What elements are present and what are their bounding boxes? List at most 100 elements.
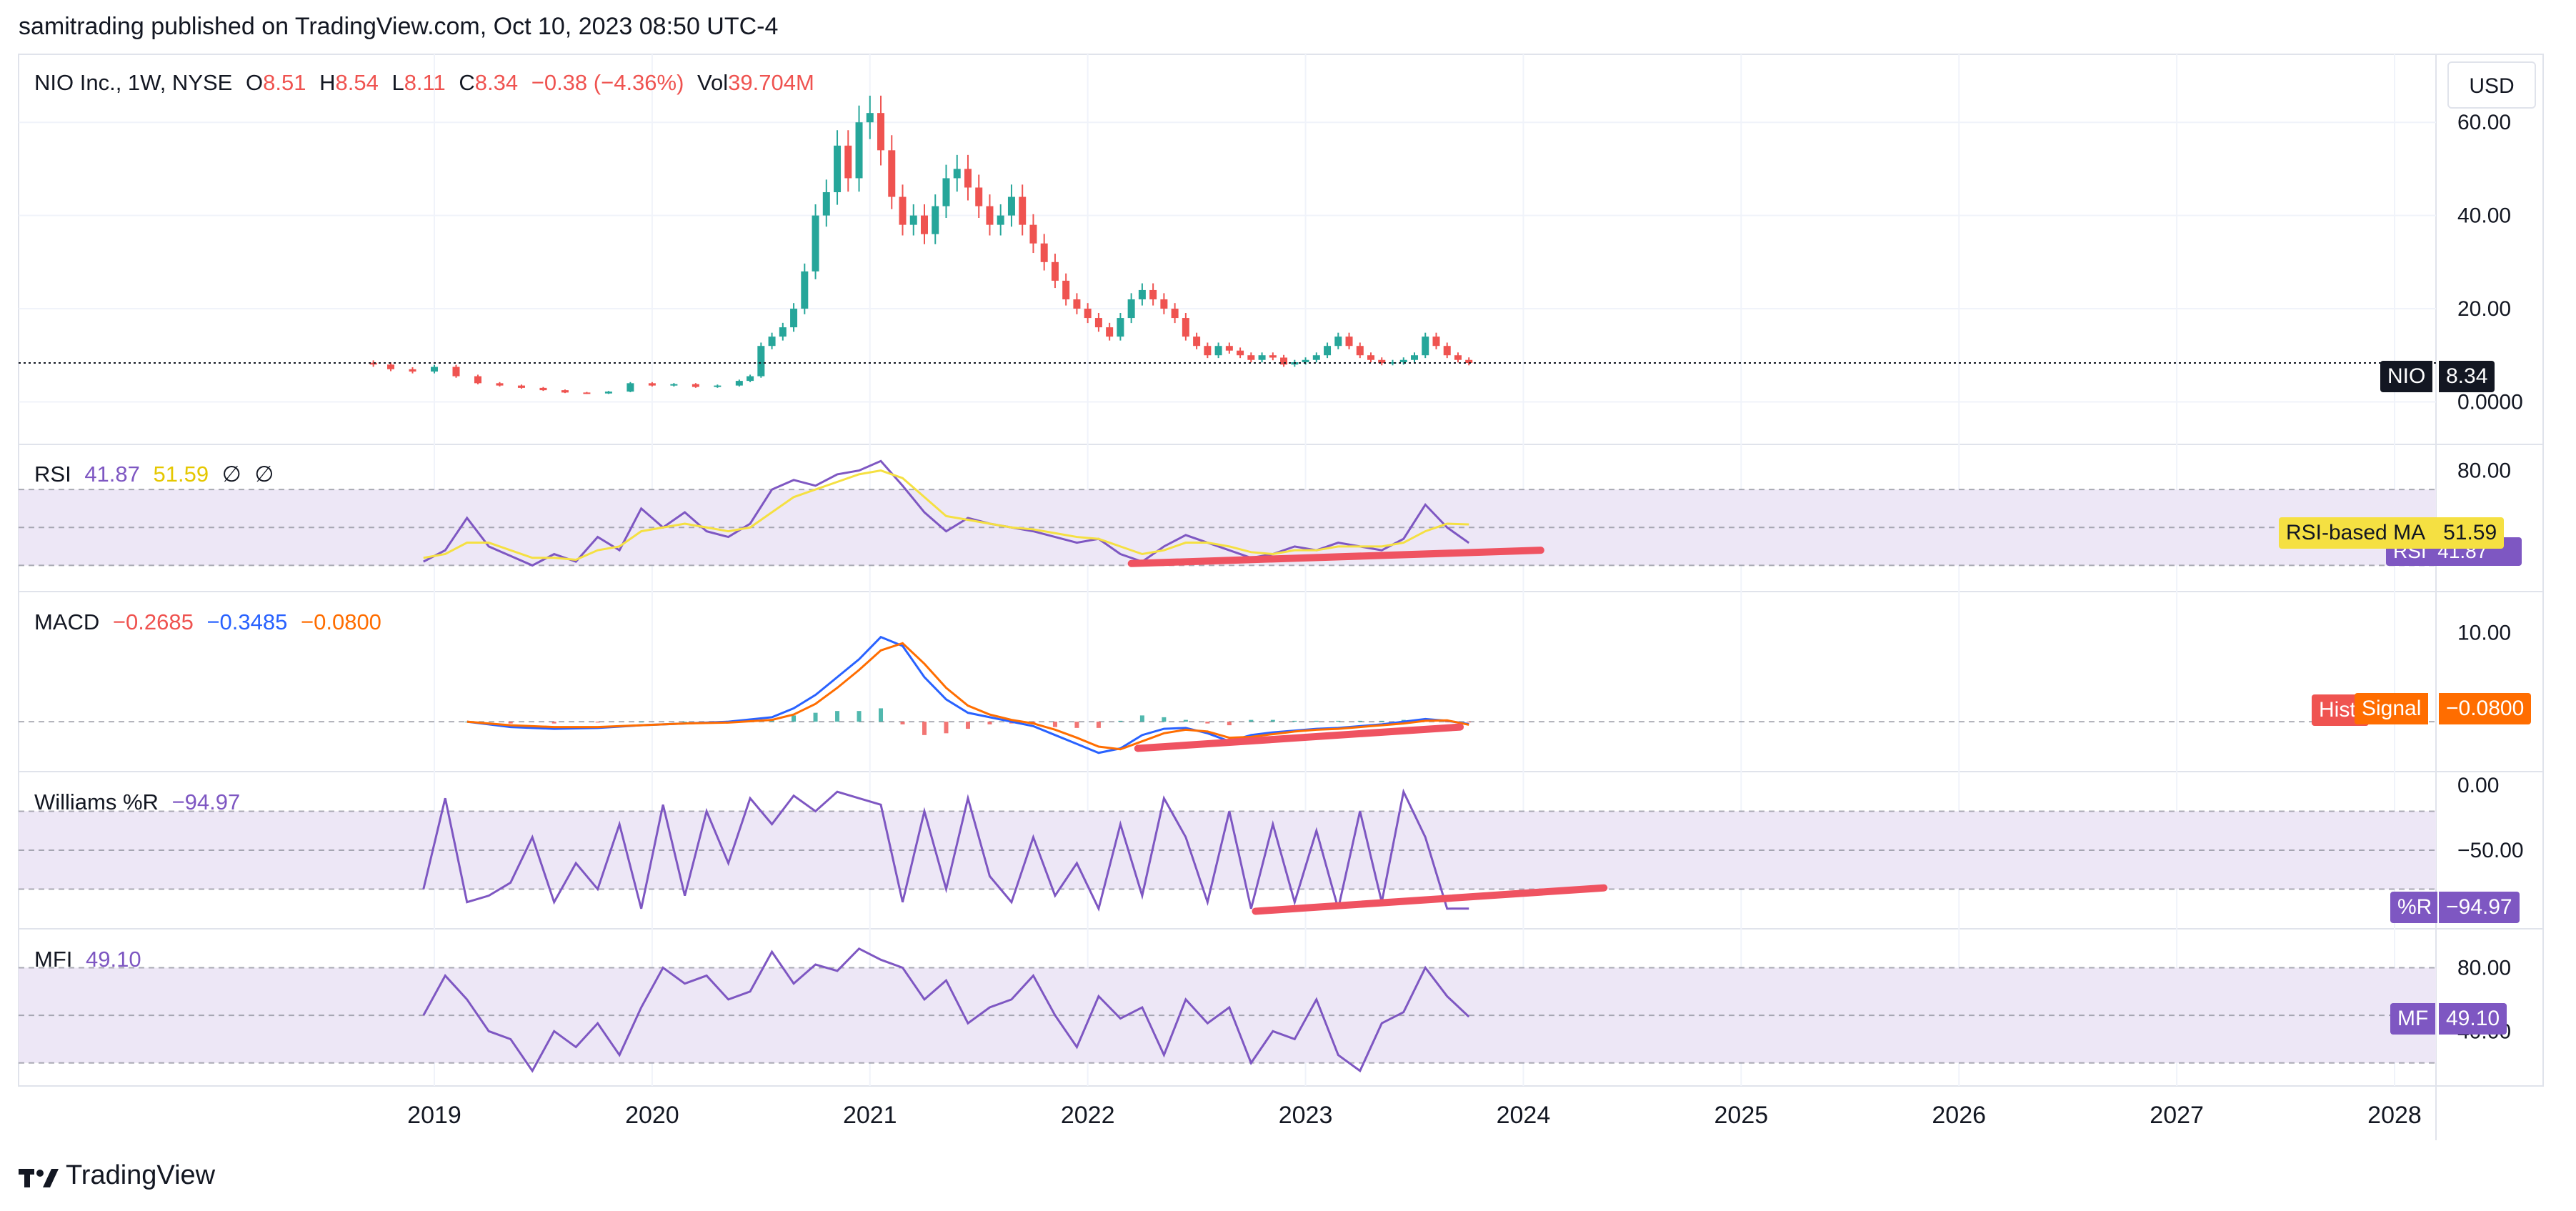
williams-value-tag: −94.97 (2437, 892, 2520, 923)
candle-body (1149, 289, 1157, 299)
price-change: −0.38 (−4.36%) (531, 70, 684, 95)
footer-brand[interactable]: TradingView (19, 1160, 215, 1191)
ohlc-open: O8.51 (245, 70, 306, 95)
indicator-bands (19, 489, 2436, 1064)
candle-body (1040, 243, 1048, 262)
candle-body (1204, 346, 1212, 356)
time-axis-tick: 2023 (1279, 1102, 1333, 1129)
candle-body (561, 390, 569, 393)
candle-body (801, 271, 809, 309)
ohlc-low: L8.11 (391, 70, 446, 95)
macd-histogram-bar (879, 708, 884, 722)
candle-body (1422, 337, 1429, 356)
candle-body (1454, 355, 1462, 360)
candle-body (1389, 362, 1397, 364)
mfi-label-tag: MF (2390, 1003, 2436, 1035)
macd-axis-tick: 10.00 (2457, 621, 2511, 644)
candle-body (1117, 318, 1124, 337)
macd-histogram-bar (922, 722, 927, 735)
rsi-rsi-line (423, 459, 1470, 567)
candle-body (735, 381, 743, 386)
candle-body (1367, 355, 1375, 360)
macd-histogram-bar (1227, 722, 1232, 726)
candle-body (1007, 196, 1015, 216)
macd-histogram-bar (944, 722, 949, 734)
macd-histogram-bar (835, 711, 840, 722)
candle-body (1345, 337, 1353, 347)
candle-body (1138, 289, 1146, 299)
time-axis-tick: 2028 (2367, 1102, 2422, 1129)
candle-body (387, 364, 395, 369)
macd-histogram-bar (1118, 720, 1123, 722)
candle-body (855, 122, 863, 179)
candle-body (1356, 346, 1364, 356)
tradingview-logo-icon (19, 1165, 59, 1187)
macd-signal-label-tag: Signal (2355, 693, 2429, 724)
candle-body (1237, 350, 1244, 356)
candle-body (768, 337, 776, 347)
candle-body (1019, 196, 1027, 225)
candle-body (1225, 346, 1233, 351)
rsi-axis-tick: 80.00 (2457, 459, 2511, 483)
candle-body (1182, 318, 1189, 337)
candle-body (866, 113, 874, 123)
candle-body (626, 383, 634, 392)
candle-body (1432, 337, 1440, 347)
candle-body (1247, 355, 1255, 360)
time-axis-tick: 2021 (843, 1102, 897, 1129)
macd-legend: MACD −0.2685 −0.3485 −0.0800 (34, 609, 381, 634)
candle-body (1094, 318, 1102, 328)
candle-body (899, 196, 907, 225)
time-axis-tick: 2025 (1714, 1102, 1769, 1129)
currency-button[interactable]: USD (2447, 61, 2536, 109)
macd-histogram-bar (1379, 720, 1384, 722)
candle-body (779, 327, 787, 337)
macd-histogram-bar (1052, 722, 1057, 727)
mfi-mf-line (422, 947, 1470, 1073)
candle-body (964, 169, 972, 188)
candle-body (997, 215, 1004, 225)
symbol-legend: NIO Inc., 1W, NYSE O8.51 H8.54 L8.11 C8.… (34, 70, 822, 96)
rsi-ma-tag: RSI-based MA 51.59 (2279, 517, 2505, 549)
macd-histogram-bar (1270, 719, 1275, 722)
price-value-tag: 8.34 (2437, 361, 2495, 392)
time-axis-tick: 2020 (625, 1102, 679, 1129)
volume: Vol39.704M (697, 70, 814, 95)
time-axis-tick: 2022 (1061, 1102, 1115, 1129)
williams-r-r-line (422, 788, 1469, 912)
macd-histogram-bar (1162, 717, 1167, 722)
macd-histogram-bar (987, 722, 992, 724)
williams-axis-tick: −50.00 (2457, 839, 2524, 862)
candle-body (409, 369, 416, 372)
macd-histogram-bar (1292, 720, 1297, 722)
price-axis-tick: 60.00 (2457, 111, 2511, 134)
candle-body (1171, 309, 1179, 319)
grid-layer (18, 54, 2544, 1140)
chart-frame (18, 54, 2544, 1087)
candle-body (953, 169, 961, 179)
price-symbol-tag: NIO (2380, 361, 2433, 392)
candle-body (942, 178, 950, 206)
price-axis-tick: 40.00 (2457, 204, 2511, 228)
candle-body (583, 392, 591, 394)
macd-histogram-bar (792, 715, 797, 722)
candle-body (921, 215, 928, 234)
candle-body (1280, 357, 1288, 365)
macd-histogram-bar (1139, 715, 1144, 722)
macd-histogram-bar (1357, 720, 1362, 722)
candle-body (1106, 327, 1114, 337)
candle-body (1258, 355, 1266, 360)
price-axis-tick: 0.0000 (2457, 390, 2523, 414)
candle-body (604, 392, 612, 394)
candle-body (369, 362, 377, 365)
candle-body (932, 206, 939, 234)
candle-body (1324, 346, 1332, 356)
candle-body (1084, 309, 1092, 319)
candle-body (986, 206, 994, 225)
candle-body (790, 309, 798, 328)
macd-histogram-bar (1183, 719, 1188, 722)
candle-body (648, 383, 656, 386)
trendlines (1127, 547, 1608, 915)
candle-body (670, 384, 678, 386)
